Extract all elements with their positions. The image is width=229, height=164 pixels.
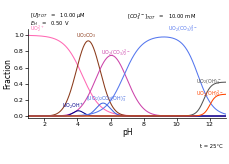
Text: UO$_2$(OH)$_4^{2-}$: UO$_2$(OH)$_4^{2-}$ — [195, 88, 222, 99]
Text: $[CO_3^{2-}]_{TOT}$   =   10.00 mM: $[CO_3^{2-}]_{TOT}$ = 10.00 mM — [127, 11, 195, 22]
Text: UO$_2$(CO$_3$)$_2^{2-}$: UO$_2$(CO$_3$)$_2^{2-}$ — [100, 47, 130, 58]
Text: t = 25°C: t = 25°C — [199, 144, 221, 149]
Text: UO$_2$(OH)$_3^-$: UO$_2$(OH)$_3^-$ — [195, 77, 220, 87]
X-axis label: pH: pH — [121, 128, 132, 137]
Text: UO$_2^{2+}$: UO$_2^{2+}$ — [30, 24, 44, 34]
Y-axis label: Fraction: Fraction — [3, 58, 12, 89]
Text: UO$_2$CO$_3$: UO$_2$CO$_3$ — [76, 31, 96, 40]
Text: (UO$_2$)$_2$CO$_3$(OH)$_3^-$: (UO$_2$)$_2$CO$_3$(OH)$_3^-$ — [85, 94, 126, 104]
Text: UO$_2$(CO$_3$)$_3^{4-}$: UO$_2$(CO$_3$)$_3^{4-}$ — [168, 24, 197, 34]
Text: UO$_2$OH$^+$: UO$_2$OH$^+$ — [62, 101, 83, 111]
Text: $E_H$   =   0.50 V: $E_H$ = 0.50 V — [30, 19, 69, 28]
Text: $[U]_{TOT}$   =   10.00 $\mu$M: $[U]_{TOT}$ = 10.00 $\mu$M — [30, 11, 85, 20]
